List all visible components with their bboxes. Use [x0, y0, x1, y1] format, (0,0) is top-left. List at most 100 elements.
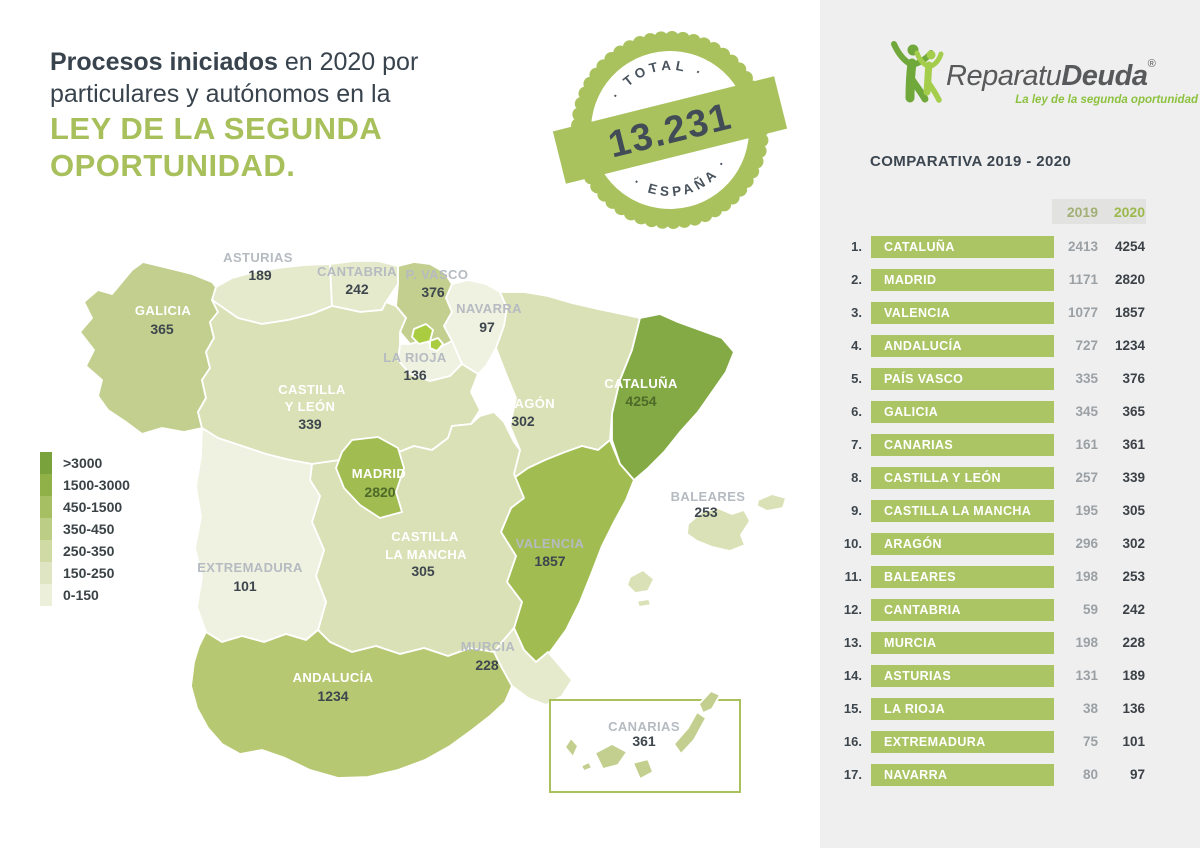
table-row: 6. GALICIA 345 365	[836, 395, 1184, 428]
map-label-castilla-y-leon: CASTILLA	[278, 382, 346, 397]
map-value-baleares: 253	[694, 504, 718, 520]
island-menorca	[756, 493, 787, 512]
map-value-murcia: 228	[475, 657, 499, 673]
people-logo-icon	[891, 41, 944, 103]
map-value-cataluna: 4254	[625, 393, 656, 409]
map-value-galicia: 365	[150, 321, 174, 337]
legend-swatch	[40, 584, 52, 606]
map-label-galicia: GALICIA	[135, 303, 191, 318]
table-row: 3. VALENCIA 1077 1857	[836, 296, 1184, 329]
table-row: 14. ASTURIAS 131 189	[836, 659, 1184, 692]
map-legend: >3000 1500-3000 450-1500 350-450 250-350…	[40, 452, 130, 606]
island-gran-canaria	[632, 758, 654, 780]
title-highlight-1: LEY DE LA SEGUNDA	[50, 111, 383, 146]
legend-item: 450-1500	[40, 496, 130, 518]
map-value-castilla-y-leon: 339	[298, 416, 322, 432]
region-bar: CASTILLA LA MANCHA	[871, 499, 1054, 522]
table-row: 9. CASTILLA LA MANCHA 195 305	[836, 494, 1184, 527]
map-label-cataluna: CATALUÑA	[604, 376, 678, 391]
region-bar: CATALUÑA	[871, 235, 1054, 258]
region-bar: NAVARRA	[871, 763, 1054, 786]
legend-item: 150-250	[40, 562, 130, 584]
table-row: 4. ANDALUCÍA 727 1234	[836, 329, 1184, 362]
map-label-la-rioja: LA RIOJA	[383, 350, 447, 365]
legend-item: 0-150	[40, 584, 130, 606]
region-navarra	[443, 279, 508, 375]
table-row: 2. MADRID 1171 2820	[836, 263, 1184, 296]
island-lanzarote	[698, 690, 721, 714]
map-value-canarias: 361	[632, 733, 656, 749]
region-bar: GALICIA	[871, 400, 1054, 423]
table-row: 12. CANTABRIA 59 242	[836, 593, 1184, 626]
island-el-hierro	[580, 761, 593, 772]
map-label-pais-vasco: P. VASCO	[406, 267, 469, 282]
table-row: 10. ARAGÓN 296 302	[836, 527, 1184, 560]
legend-swatch	[40, 540, 52, 562]
map-label-madrid: MADRID	[352, 466, 406, 481]
region-bar: BALEARES	[871, 565, 1054, 588]
map-label-andalucia: ANDALUCÍA	[293, 670, 374, 685]
region-galicia	[79, 261, 219, 435]
island-mallorca	[686, 507, 751, 552]
title-line-1: Procesos iniciados en 2020 por	[50, 48, 419, 76]
map-label-baleares: BALEARES	[671, 489, 746, 504]
map-value-asturias: 189	[248, 267, 272, 283]
map-value-madrid: 2820	[364, 484, 395, 500]
table-row: 5. PAÍS VASCO 335 376	[836, 362, 1184, 395]
region-bar: LA RIOJA	[871, 697, 1054, 720]
region-madrid	[335, 436, 405, 519]
region-bar: ASTURIAS	[871, 664, 1054, 687]
region-pais-vasco-enclave	[429, 337, 444, 352]
region-bar: MADRID	[871, 268, 1054, 291]
table-row: 13. MURCIA 198 228	[836, 626, 1184, 659]
region-bar: VALENCIA	[871, 301, 1054, 324]
table-row: 11. BALEARES 198 253	[836, 560, 1184, 593]
legend-item: >3000	[40, 452, 130, 474]
island-tenerife	[594, 743, 628, 770]
legend-swatch	[40, 474, 52, 496]
title-line-2: particulares y autónomos en la	[50, 80, 391, 108]
legend-swatch	[40, 452, 52, 474]
region-andalucia	[190, 629, 513, 779]
legend-swatch	[40, 496, 52, 518]
page-title: Procesos iniciados en 2020 por particula…	[50, 46, 570, 184]
comparison-panel: ReparatuDeuda® La ley de la segunda opor…	[820, 0, 1200, 848]
map-value-valencia: 1857	[534, 553, 565, 569]
region-bar: CASTILLA Y LEÓN	[871, 466, 1054, 489]
region-bar: CANTABRIA	[871, 598, 1054, 621]
region-bar: MURCIA	[871, 631, 1054, 654]
map-label-navarra: NAVARRA	[456, 301, 522, 316]
legend-item: 250-350	[40, 540, 130, 562]
canarias-inset-box	[549, 699, 741, 793]
title-highlight-2: OPORTUNIDAD.	[50, 148, 296, 183]
column-header-2020: 2020	[1113, 203, 1145, 220]
map-value-pais-vasco: 376	[421, 284, 445, 300]
svg-text:LA MANCHA: LA MANCHA	[385, 547, 467, 562]
map-label-aragon: ARAGÓN	[495, 396, 555, 411]
map-label-extremadura: EXTREMADURA	[197, 560, 303, 575]
map-value-extremadura: 101	[233, 578, 257, 594]
map-value-castilla-la-mancha: 305	[411, 563, 435, 579]
table-row: 17. NAVARRA 80 97	[836, 758, 1184, 791]
legend-swatch	[40, 518, 52, 540]
map-label-valencia: VALENCIA	[516, 536, 585, 551]
region-bar: ANDALUCÍA	[871, 334, 1054, 357]
region-bar: PAÍS VASCO	[871, 367, 1054, 390]
island-formentera	[636, 598, 652, 608]
brand-name: ReparatuDeuda®	[946, 58, 1156, 92]
map-label-cantabria: CANTABRIA	[317, 264, 397, 279]
table-row: 16. EXTREMADURA 75 101	[836, 725, 1184, 758]
legend-swatch	[40, 562, 52, 584]
map-value-aragon: 302	[511, 413, 535, 429]
stamp-banner	[553, 76, 787, 184]
brand-logo: ReparatuDeuda® La ley de la segunda opor…	[890, 36, 1198, 110]
map-value-la-rioja: 136	[403, 367, 427, 383]
map-label-asturias: ASTURIAS	[223, 250, 293, 265]
year-column-headers: 2019 2020	[1052, 199, 1146, 224]
island-ibiza	[626, 569, 655, 594]
region-bar: ARAGÓN	[871, 532, 1054, 555]
registered-mark: ®	[1147, 58, 1156, 70]
map-value-cantabria: 242	[345, 281, 369, 297]
